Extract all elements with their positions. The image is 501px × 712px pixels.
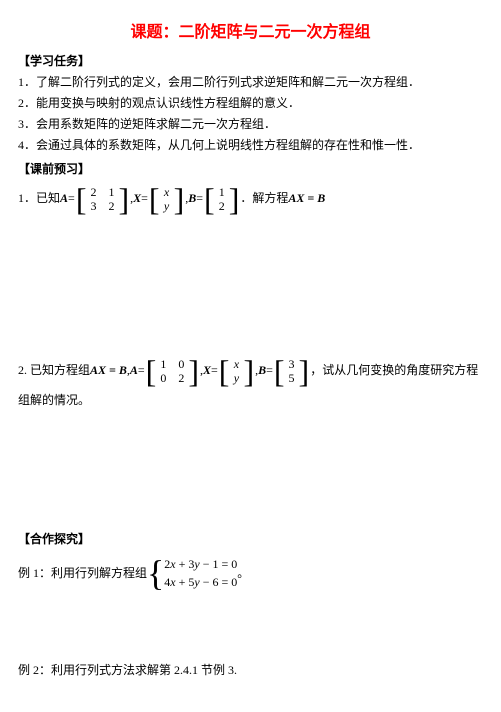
equation: AX = B [288, 189, 325, 208]
brace-icon: { [147, 555, 164, 591]
eq-text: AX = B [90, 361, 127, 380]
cell: 0 [158, 371, 168, 385]
bracket-icon: [ [274, 355, 285, 387]
hezuo-header: 【合作探究】 [18, 530, 483, 549]
cell: x [231, 357, 241, 371]
task-item: 3．会用系数矩阵的逆矩阵求解二元一次方程组． [18, 115, 483, 134]
cell: 2 [88, 185, 98, 199]
matrix-X: [ x y ] [149, 183, 184, 215]
ex1-prefix: 例 1：利用行列解方程组 [18, 564, 147, 583]
matrix-A: [ 10 02 ] [146, 355, 199, 387]
task-item: 4．会通过具体的系数矩阵，从几何上说明线性方程组解的存在性和惟一性． [18, 136, 483, 155]
bracket-icon: [ [76, 183, 87, 215]
eq-sign: = [138, 361, 145, 380]
var-A: A [130, 361, 138, 380]
q1-suffix: ．解方程 [240, 189, 288, 208]
eq-sign: = [211, 361, 218, 380]
matrix-content: 10 02 [156, 357, 188, 385]
example-1: 例 1：利用行列解方程组 { 2x + 3y − 1 = 0 4x + 5y −… [18, 555, 483, 591]
bracket-icon: ] [174, 183, 185, 215]
cell: 0 [176, 357, 186, 371]
equation-group: { 2x + 3y − 1 = 0 4x + 5y − 6 = 0 [147, 555, 237, 591]
matrix-A: [ 21 32 ] [76, 183, 129, 215]
matrix-content: 21 32 [86, 185, 118, 213]
eq-sign: = [68, 189, 75, 208]
matrix-content: x y [229, 357, 243, 385]
q2-line2: 组解的情况。 [18, 391, 483, 410]
eq-sign: = [266, 361, 273, 380]
ex1-suffix: 。 [237, 564, 249, 583]
cell: 3 [88, 199, 98, 213]
cell: x [162, 185, 172, 199]
cell: y [231, 371, 241, 385]
q1-prefix: 1．已知 [18, 189, 60, 208]
eq-line: 4x + 5y − 6 = 0 [164, 573, 237, 591]
eq-line: 2x + 3y − 1 = 0 [164, 555, 237, 573]
bracket-icon: ] [229, 183, 240, 215]
matrix-B: [ 1 2 ] [204, 183, 239, 215]
bracket-icon: ] [188, 355, 199, 387]
cell: 5 [287, 371, 297, 385]
matrix-content: 3 5 [285, 357, 299, 385]
bracket-icon: [ [149, 183, 160, 215]
eq-sign: = [141, 189, 148, 208]
var-X: X [133, 189, 141, 208]
page-title: 课题：二阶矩阵与二元一次方程组 [18, 20, 483, 46]
var-B: B [188, 189, 196, 208]
cell: y [162, 199, 172, 213]
question-1: 1．已知 A = [ 21 32 ] , X = [ x y ] , B = [… [18, 183, 483, 215]
cell: 1 [217, 185, 227, 199]
eq-lines: 2x + 3y − 1 = 0 4x + 5y − 6 = 0 [164, 555, 237, 591]
matrix-content: 1 2 [215, 185, 229, 213]
cell: 1 [158, 357, 168, 371]
var-X: X [203, 361, 211, 380]
bracket-icon: ] [118, 183, 129, 215]
question-2: 2. 已知方程组 AX = B , A = [ 10 02 ] , X = [ … [18, 355, 483, 387]
var-A: A [60, 189, 68, 208]
cell: 3 [287, 357, 297, 371]
bracket-icon: ] [243, 355, 254, 387]
tasks-header: 【学习任务】 [18, 52, 483, 71]
var-B: B [258, 361, 266, 380]
cell: 2 [176, 371, 186, 385]
bracket-icon: [ [146, 355, 157, 387]
bracket-icon: [ [204, 183, 215, 215]
eq-sign: = [196, 189, 203, 208]
matrix-content: x y [160, 185, 174, 213]
cell: 1 [106, 185, 116, 199]
task-item: 1．了解二阶行列式的定义，会用二阶行列式求逆矩阵和解二元一次方程组． [18, 73, 483, 92]
matrix-B: [ 3 5 ] [274, 355, 309, 387]
bracket-icon: [ [219, 355, 230, 387]
example-2: 例 2：利用行列式方法求解第 2.4.1 节例 3. [18, 661, 483, 680]
q2-prefix: 2. 已知方程组 [18, 361, 90, 380]
preview-header: 【课前预习】 [18, 160, 483, 179]
task-item: 2．能用变换与映射的观点认识线性方程组解的意义． [18, 94, 483, 113]
cell: 2 [106, 199, 116, 213]
bracket-icon: ] [299, 355, 310, 387]
matrix-X: [ x y ] [219, 355, 254, 387]
q2-suffix: ，试从几何变换的角度研究方程 [310, 361, 478, 380]
cell: 2 [217, 199, 227, 213]
